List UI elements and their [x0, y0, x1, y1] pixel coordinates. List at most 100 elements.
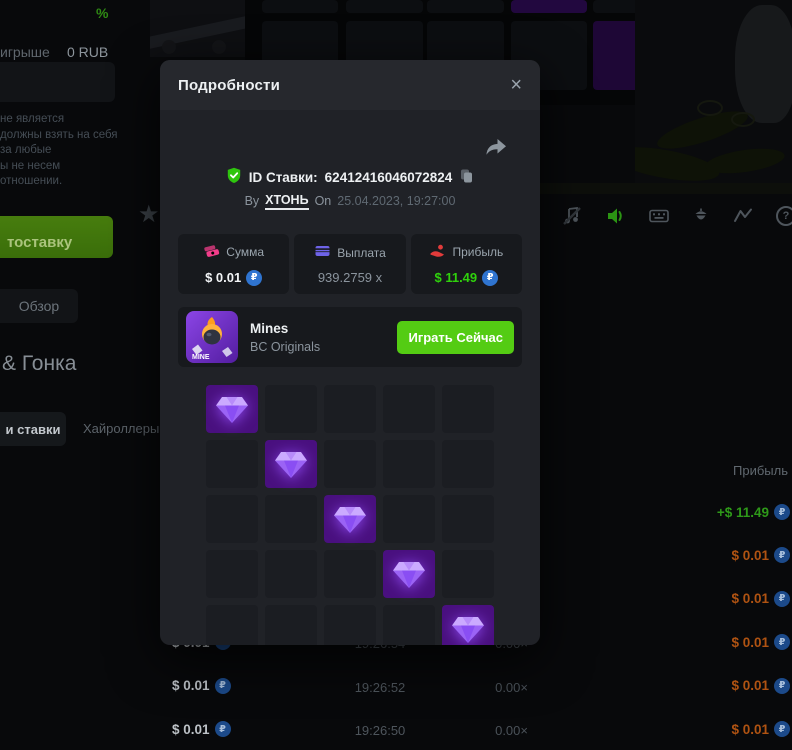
- on-label: On: [314, 194, 332, 208]
- copy-icon[interactable]: [459, 168, 474, 187]
- mines-cell: [442, 495, 494, 543]
- disclaimer-line: за любые: [0, 144, 52, 157]
- rub-coin-icon: ₽: [246, 269, 263, 286]
- mines-cell-gem: [383, 550, 435, 598]
- disclaimer-line: отношении.: [0, 175, 63, 188]
- mines-cell: [324, 605, 376, 645]
- table-row[interactable]: +$ 11.49 ₽: [0, 492, 792, 535]
- modal-body: ID Ставки: 62412416046072824 By ХТОНЬ On…: [160, 136, 540, 645]
- trend-icon[interactable]: [731, 204, 755, 228]
- game-provider: BC Originals: [250, 339, 321, 354]
- rub-coin-icon: ₽: [774, 677, 790, 694]
- mines-cell: [206, 605, 258, 645]
- profit-column-header: Прибыль: [733, 463, 788, 478]
- payout-hand-icon: [429, 243, 446, 262]
- game-tile[interactable]: [511, 0, 587, 13]
- bet-profit: $ 0.01 ₽: [731, 634, 790, 651]
- bet-amount: $ 0.01₽: [172, 721, 231, 737]
- mines-cell: [442, 440, 494, 488]
- bet-profit: $ 0.01 ₽: [731, 547, 790, 564]
- bet-id-label: ID Ставки:: [248, 169, 318, 185]
- rub-coin-icon: ₽: [774, 504, 790, 520]
- bet-time: 19:26:50: [354, 723, 406, 738]
- mines-cell: [265, 385, 317, 433]
- modal-header: Подробности ×: [160, 60, 540, 110]
- close-icon[interactable]: ×: [510, 74, 522, 96]
- rub-coin-icon: ₽: [214, 677, 231, 694]
- star-favorite-icon[interactable]: ★: [138, 201, 160, 228]
- money-icon: [203, 243, 220, 262]
- stat-profit-label: Прибыль: [452, 245, 504, 259]
- bet-profit: +$ 11.49 ₽: [717, 504, 790, 520]
- username-link[interactable]: ХТОНЬ: [265, 193, 309, 210]
- mines-cell-gem: [265, 440, 317, 488]
- mines-cell: [206, 550, 258, 598]
- modal-title: Подробности: [178, 76, 280, 94]
- table-row[interactable]: $ 0.01 ₽ 19:26:52 0.00× $ 0.01 ₽: [0, 666, 792, 709]
- mines-cell: [265, 605, 317, 645]
- mines-cell: [265, 495, 317, 543]
- bet-amount: $ 0.01₽: [172, 677, 231, 694]
- sound-on-icon[interactable]: [604, 204, 628, 228]
- keyboard-icon[interactable]: [647, 204, 671, 228]
- tab-highrollers[interactable]: Хайроллеры: [83, 421, 160, 436]
- play-now-button[interactable]: Играть Сейчас: [397, 320, 514, 354]
- autobet-button[interactable]: тоставку: [0, 216, 113, 258]
- tab-overview[interactable]: Обзор: [0, 289, 78, 323]
- rate-percent-icon: %: [96, 5, 109, 21]
- rub-coin-icon: ₽: [774, 547, 790, 564]
- game-tile[interactable]: [427, 0, 504, 13]
- music-off-icon[interactable]: [560, 204, 584, 228]
- game-name: Mines: [250, 320, 289, 336]
- winnings-label: игрыше: [0, 44, 50, 60]
- table-row[interactable]: $ 0.01 ₽: [0, 535, 792, 578]
- bet-profit: $ 0.01 ₽: [731, 590, 790, 607]
- winnings-value: 0 RUB: [67, 44, 109, 60]
- jungle-hero-image: [635, 0, 792, 192]
- mines-cell-gem: [206, 385, 258, 433]
- mines-cell: [383, 495, 435, 543]
- rub-coin-icon: ₽: [482, 269, 499, 286]
- verified-shield-icon: [226, 167, 242, 187]
- mines-cell: [265, 550, 317, 598]
- rub-coin-icon: ₽: [774, 721, 790, 737]
- bet-stats: Сумма $ 0.01 ₽: [178, 234, 522, 294]
- mines-cell: [442, 550, 494, 598]
- bet-profit: $ 0.01 ₽: [731, 677, 790, 694]
- help-icon[interactable]: ?: [774, 204, 792, 228]
- card-icon: [314, 243, 331, 262]
- section-title-race: & Гонка: [2, 352, 77, 375]
- mines-cell: [324, 550, 376, 598]
- rub-coin-icon: ₽: [774, 590, 790, 607]
- bet-multiplier: 0.00×: [495, 679, 528, 695]
- game-row: MINE Mines BC Originals Играть Сейчас: [178, 307, 522, 367]
- left-panel: [0, 62, 115, 102]
- game-tile[interactable]: [346, 0, 423, 13]
- table-row[interactable]: $ 0.01 ₽ 19:26:50 0.00× $ 0.01 ₽: [0, 709, 792, 750]
- tab-my-bets[interactable]: и ставки: [0, 412, 66, 446]
- mines-cell: [442, 385, 494, 433]
- table-row[interactable]: $ 0.01 ₽: [0, 579, 792, 622]
- disclaimer-text: не является должны взять на себя за любые ы…: [0, 112, 160, 190]
- game-tile[interactable]: [262, 0, 338, 13]
- share-icon[interactable]: [484, 136, 508, 158]
- stat-amount-label: Сумма: [226, 245, 265, 259]
- disclaimer-line: ы не несем: [0, 159, 61, 172]
- mines-grid: [206, 385, 494, 645]
- mines-icon-text: MINE: [192, 354, 210, 361]
- stat-profit-value: $ 11.49: [434, 270, 478, 285]
- rub-coin-icon: ₽: [774, 634, 790, 651]
- mines-cell: [383, 605, 435, 645]
- bet-multiplier: 0.00×: [495, 723, 528, 738]
- bet-id-value: 62412416046072824: [324, 169, 453, 185]
- disclaimer-line: не является: [0, 113, 65, 125]
- stat-amount-value: $ 0.01: [205, 270, 242, 285]
- acorn-icon[interactable]: [689, 204, 713, 228]
- car-banner-image: [150, 0, 245, 57]
- mines-cell: [324, 440, 376, 488]
- hero-ground: [540, 183, 792, 194]
- mines-cell: [383, 385, 435, 433]
- mines-cell: [324, 385, 376, 433]
- mines-game-icon[interactable]: MINE: [186, 311, 238, 363]
- stat-payout: Выплата 939.2759 x: [294, 234, 406, 294]
